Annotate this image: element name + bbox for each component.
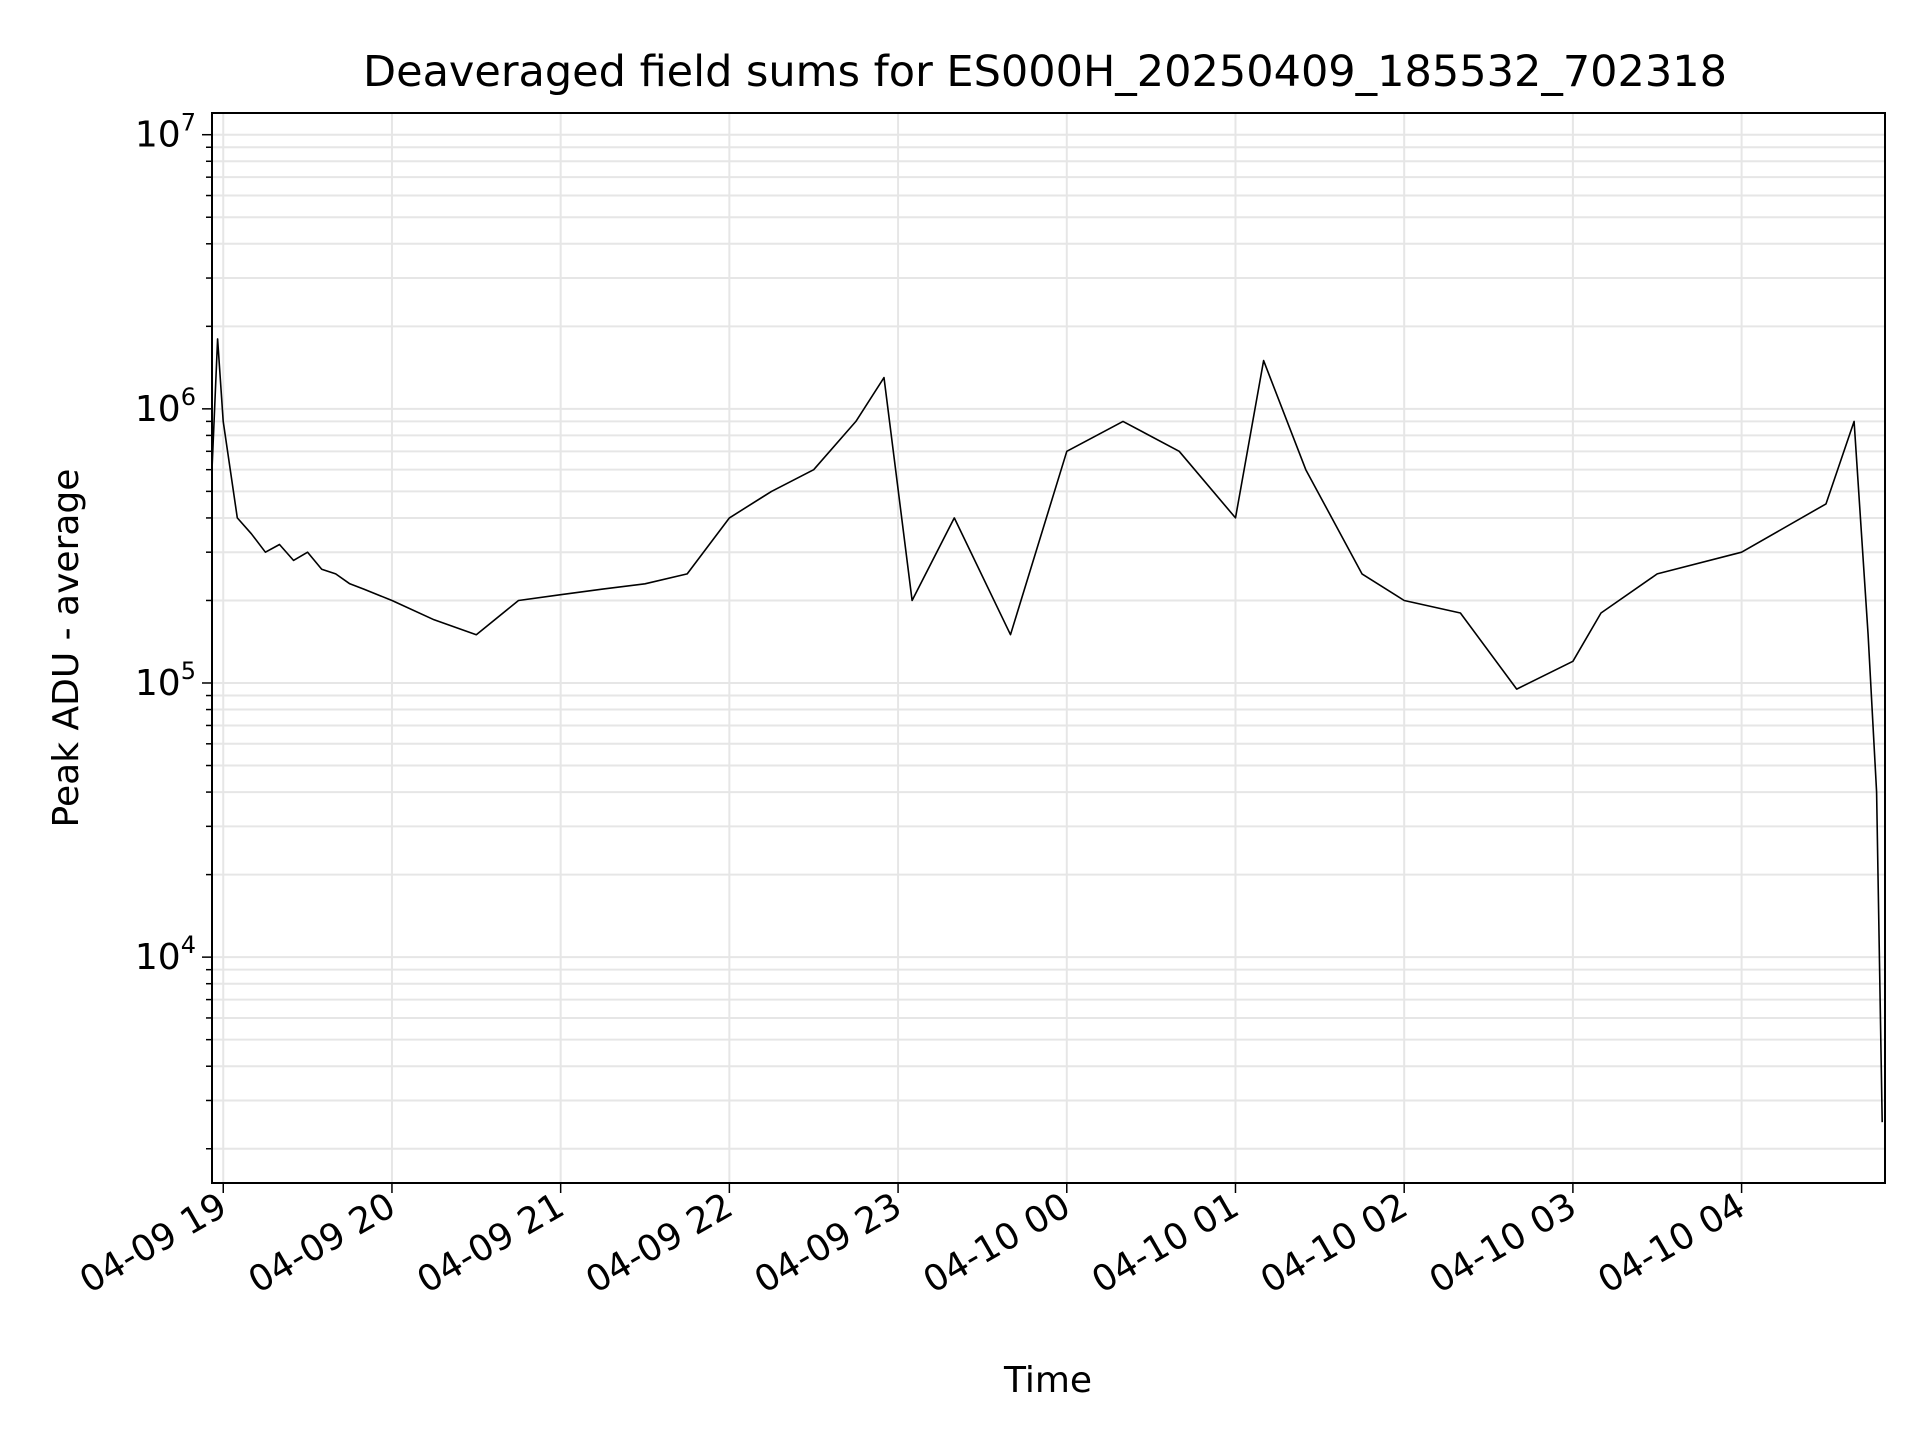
plot-area	[212, 113, 1885, 1183]
x-grid	[222, 113, 1743, 1183]
y-tick-label: 107	[135, 109, 196, 156]
chart-title: Deaveraged field sums for ES000H_2025040…	[363, 47, 1727, 97]
y-tick-label: 105	[135, 657, 196, 704]
series-layer	[211, 338, 1883, 1123]
plot-frame	[211, 112, 1886, 1184]
x-axis-label: Time	[1003, 1360, 1092, 1401]
y-axis: 104 105 106 107	[135, 109, 212, 1150]
y-tick-label: 106	[135, 383, 196, 430]
series-line	[211, 338, 1883, 1123]
y-axis-label: Peak ADU - average	[46, 469, 87, 828]
y-tick-label: 104	[135, 931, 196, 978]
y-grid	[212, 133, 1885, 1150]
